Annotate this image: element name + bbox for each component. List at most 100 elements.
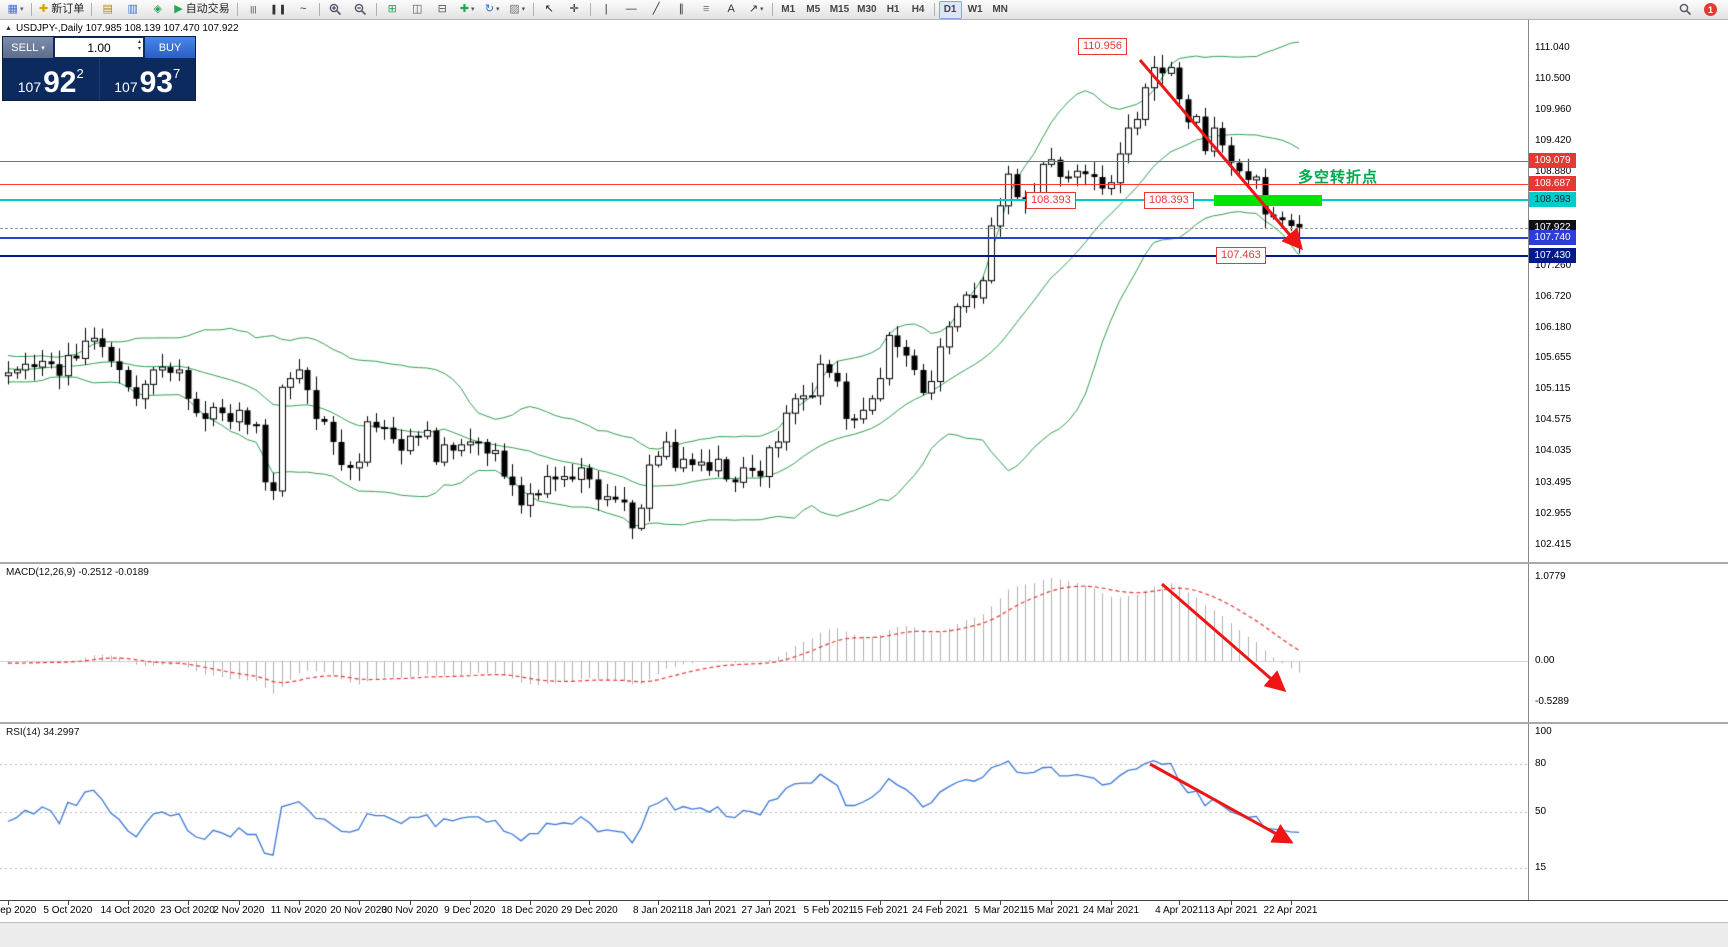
indicators-button[interactable]: ✚ ▾ bbox=[456, 1, 479, 19]
timeframe-m30[interactable]: M30 bbox=[857, 3, 877, 15]
arrange-windows-icon[interactable]: ⊟ bbox=[431, 1, 454, 19]
horizontal-line-107.43[interactable] bbox=[0, 255, 1528, 257]
chevron-down-icon: ▾ bbox=[496, 6, 500, 13]
timeframe-d1[interactable]: D1 bbox=[938, 0, 962, 19]
sell-button-label: SELL bbox=[11, 41, 39, 54]
time-tick-label: 24 Mar 2021 bbox=[1082, 905, 1140, 916]
horizontal-line-108.393[interactable] bbox=[0, 199, 1528, 201]
buy-button-label: BUY bbox=[158, 41, 182, 54]
autoscroll-icon[interactable]: ↻ ▾ bbox=[481, 1, 504, 19]
horizontal-line-107.74[interactable] bbox=[0, 237, 1528, 239]
search-icon[interactable] bbox=[1674, 1, 1697, 19]
timeframe-m1[interactable]: M1 bbox=[781, 3, 796, 15]
zoom-in-button[interactable] bbox=[324, 1, 347, 19]
templates-icon-glyph: ▨ bbox=[509, 3, 520, 15]
fibonacci-icon[interactable]: ≡ bbox=[695, 1, 718, 19]
price-axis-label: 106.180 bbox=[1535, 321, 1572, 333]
time-tick-label: 18 Dec 2020 bbox=[501, 905, 558, 916]
arrows-tool-icon[interactable]: ↗ ▾ bbox=[745, 1, 768, 19]
horizontal-line-108.687[interactable] bbox=[0, 184, 1528, 185]
time-tick-label: 24 Feb 2021 bbox=[911, 905, 969, 916]
navigator-icon[interactable]: ◈ bbox=[146, 1, 169, 19]
horizontal-line-icon-glyph: — bbox=[625, 3, 637, 15]
channel-icon[interactable]: ∥ bbox=[670, 1, 693, 19]
time-tick-mark bbox=[1110, 901, 1112, 905]
price-axis-label: 104.575 bbox=[1535, 414, 1572, 426]
time-tick-mark bbox=[828, 901, 830, 905]
ask-price[interactable]: 107 93 7 bbox=[98, 58, 196, 100]
bid-price[interactable]: 107 92 2 bbox=[3, 58, 99, 100]
time-tick-label: 15 Feb 2021 bbox=[852, 905, 909, 916]
timeframe-mn[interactable]: MN bbox=[992, 3, 1008, 15]
market-watch-icon[interactable]: ▤ bbox=[96, 1, 119, 19]
support-highlight-bar[interactable] bbox=[1214, 195, 1322, 206]
time-tick-label: 5 Oct 2020 bbox=[43, 905, 93, 916]
notification-badge[interactable]: 1 bbox=[1704, 3, 1717, 16]
autotrading-button[interactable]: ▶ 自动交易 bbox=[171, 1, 232, 19]
line-chart-icon[interactable]: ~ bbox=[292, 1, 315, 19]
timeframe-h4[interactable]: H4 bbox=[911, 3, 925, 15]
zoom-out-button[interactable] bbox=[349, 1, 372, 19]
toolbar-separator bbox=[236, 3, 238, 16]
timeframe-m15[interactable]: M15 bbox=[829, 3, 850, 15]
price-axis-label: 105.115 bbox=[1535, 383, 1571, 395]
crosshair-icon-glyph: ✛ bbox=[569, 3, 579, 15]
price-annotation-box[interactable]: 108.393 bbox=[1026, 192, 1076, 209]
volume-input[interactable]: 1.00 ▴ ▾ bbox=[55, 38, 143, 57]
time-tick-mark bbox=[1051, 901, 1053, 905]
price-badge: 107.740 bbox=[1529, 230, 1576, 246]
macd-axis-label: 0.00 bbox=[1535, 655, 1555, 667]
price-axis-label: 108.880 bbox=[1535, 166, 1572, 178]
timeframe-w1[interactable]: W1 bbox=[967, 3, 983, 15]
horizontal-line-109.079[interactable] bbox=[0, 161, 1528, 162]
price-annotation-box[interactable]: 107.463 bbox=[1216, 247, 1266, 264]
candlestick-chart-icon[interactable]: ▌▐ bbox=[267, 1, 290, 19]
sell-button[interactable]: SELL ▾ bbox=[3, 37, 53, 58]
volume-value: 1.00 bbox=[87, 40, 111, 55]
vertical-line-icon[interactable]: | bbox=[595, 1, 618, 19]
time-tick-mark bbox=[657, 901, 659, 905]
price-chart-canvas[interactable] bbox=[0, 20, 1528, 562]
time-tick-label: 5 Mar 2021 bbox=[974, 905, 1026, 916]
price-badge: 108.687 bbox=[1529, 175, 1576, 191]
time-tick-mark bbox=[999, 901, 1001, 905]
autoscroll-icon-glyph: ↻ bbox=[484, 3, 495, 15]
price-annotation-box[interactable]: 108.393 bbox=[1144, 192, 1194, 209]
time-axis[interactable]: 24 Sep 2020 5 Oct 2020 14 Oct 2020 23 Oct 2… bbox=[0, 900, 1728, 923]
price-badge: 108.393 bbox=[1529, 192, 1576, 208]
time-tick-mark bbox=[709, 901, 711, 905]
macd-indicator-label: MACD(12,26,9) -0.2512 -0.0189 bbox=[6, 567, 149, 578]
price-axis-label: 103.495 bbox=[1535, 476, 1572, 488]
trendline-icon[interactable]: ╱ bbox=[645, 1, 668, 19]
new-chart-icon[interactable]: ▦ ▾ bbox=[4, 1, 27, 19]
buy-button[interactable]: BUY bbox=[145, 37, 195, 58]
volume-stepper[interactable]: ▴ ▾ bbox=[137, 39, 141, 52]
cursor-icon[interactable]: ↖ bbox=[538, 1, 561, 19]
macd-canvas[interactable] bbox=[0, 564, 1528, 722]
main-toolbar: ▦ ▾ ✚ 新订单 ▤ ▥ ◈ ▶ 自动交易 ||| ▌▐ ~ ⊞ ◫ ⊟ ✚ ▾ ↻ ▾ ▨ ▾ ↖ ✛ | — ╱ ∥ ≡ A ↗ ▾ … bbox=[0, 0, 1728, 20]
price-annotation-box[interactable]: 110.956 bbox=[1078, 38, 1127, 55]
price-axis[interactable]: 111.040 110.500 109.960 109.420 108.880 107.2… bbox=[1528, 20, 1728, 900]
turning-point-label[interactable]: 多空转折点 bbox=[1298, 169, 1379, 186]
autotrading-glyph: ▶ bbox=[174, 3, 183, 15]
new-order-button[interactable]: ✚ 新订单 bbox=[36, 1, 87, 19]
price-axis-label: 107.260 bbox=[1535, 259, 1572, 271]
indicators-glyph: ✚ bbox=[459, 3, 470, 15]
ask-big: 93 bbox=[139, 66, 173, 99]
data-window-icon[interactable]: ▥ bbox=[121, 1, 144, 19]
time-tick-mark bbox=[1290, 901, 1292, 905]
templates-icon[interactable]: ▨ ▾ bbox=[506, 1, 529, 19]
rsi-canvas[interactable] bbox=[0, 724, 1528, 900]
bar-chart-icon[interactable]: ||| bbox=[242, 1, 265, 19]
timeframe-m5[interactable]: M5 bbox=[806, 3, 821, 15]
text-label-icon[interactable]: A bbox=[720, 1, 743, 19]
crosshair-icon[interactable]: ✛ bbox=[563, 1, 586, 19]
tile-windows-icon[interactable]: ⊞ bbox=[381, 1, 404, 19]
toolbar-right-group: 1 bbox=[1673, 0, 1725, 19]
panel-separator[interactable] bbox=[0, 722, 1728, 724]
cascade-windows-icon[interactable]: ◫ bbox=[406, 1, 429, 19]
horizontal-line-icon[interactable]: — bbox=[620, 1, 643, 19]
timeframe-h1[interactable]: H1 bbox=[886, 3, 900, 15]
chevron-down-icon: ▾ bbox=[521, 6, 526, 13]
panel-separator[interactable] bbox=[0, 562, 1728, 564]
